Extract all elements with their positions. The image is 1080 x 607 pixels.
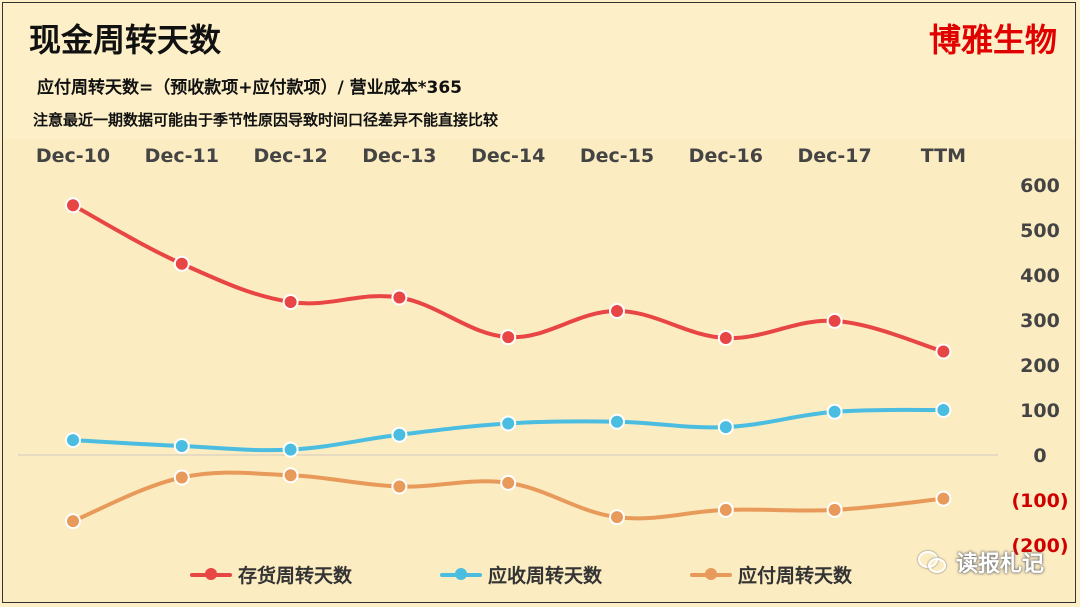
series-point-0	[935, 343, 952, 360]
x-tick-label: Dec-11	[145, 145, 219, 167]
legend-label-receivable: 应收周转天数	[488, 565, 603, 587]
y-tick-label: 300	[1020, 310, 1060, 332]
series-point-2	[65, 513, 81, 530]
series-point-0	[65, 197, 81, 214]
x-tick-label: Dec-13	[362, 145, 436, 167]
series-point-1	[826, 403, 843, 420]
watermark-text: 读报札记	[955, 552, 1044, 577]
plot-area	[3, 139, 1075, 602]
series-point-2	[826, 501, 843, 518]
y-tick-label: 500	[1020, 220, 1060, 242]
x-tick-label: Dec-14	[471, 145, 545, 167]
y-tick-label: 400	[1020, 265, 1060, 287]
series-point-1	[282, 441, 299, 458]
series-point-0	[391, 289, 408, 306]
series-point-2	[609, 509, 625, 526]
formula-text: 应付周转天数=（预收款项+应付款项）/ 营业成本*365	[37, 78, 462, 98]
series-point-0	[282, 294, 299, 310]
series-point-0	[609, 303, 625, 319]
watermark: 读报札记	[917, 546, 1044, 578]
series-point-1	[391, 426, 408, 443]
series-point-2	[500, 474, 517, 491]
y-tick-label: (200)	[1011, 535, 1068, 557]
slide-header: 现金周转天数 博雅生物 应付周转天数=（预收款项+应付款项）/ 营业成本*365…	[3, 3, 1075, 141]
legend-label-payable: 应付周转天数	[738, 565, 853, 587]
wechat-icon	[917, 551, 948, 573]
x-tick-label: Dec-17	[797, 145, 871, 167]
y-tick-label: 0	[1033, 445, 1046, 467]
legend-swatch-inventory	[190, 567, 232, 580]
series-point-1	[500, 415, 517, 432]
series-point-2	[173, 469, 190, 486]
series-point-0	[717, 330, 734, 346]
series-point-0	[173, 255, 190, 272]
series-point-1	[717, 419, 734, 436]
x-tick-label: Dec-16	[689, 145, 763, 167]
series-point-1	[65, 432, 81, 449]
x-tick-label: TTM	[921, 145, 966, 167]
series-point-2	[717, 501, 734, 518]
series-point-0	[500, 329, 517, 346]
series-point-1	[935, 402, 952, 418]
chart-legend: 存货周转天数 应收周转天数 应付周转天数	[0, 561, 1080, 587]
note-text: 注意最近一期数据可能由于季节性原因导致时间口径差异不能直接比较	[33, 111, 499, 129]
series-point-0	[826, 312, 843, 329]
series-point-1	[609, 413, 625, 430]
y-tick-label: (100)	[1011, 490, 1068, 512]
legend-item-receivable: 应收周转天数	[440, 561, 602, 588]
legend-swatch-receivable	[440, 567, 482, 580]
series-point-1	[173, 438, 190, 454]
y-tick-label: 600	[1020, 175, 1060, 197]
company-name: 博雅生物	[928, 21, 1057, 59]
y-tick-label: 200	[1020, 355, 1060, 377]
x-tick-label: Dec-12	[253, 145, 327, 167]
page-title: 现金周转天数	[29, 21, 222, 59]
x-tick-label: Dec-10	[36, 145, 110, 167]
legend-item-payable: 应付周转天数	[690, 561, 852, 588]
series-point-2	[282, 467, 299, 484]
legend-label-inventory: 存货周转天数	[238, 565, 353, 587]
legend-swatch-payable	[690, 567, 732, 580]
legend-item-inventory: 存货周转天数	[190, 561, 352, 588]
x-tick-label: Dec-15	[580, 145, 654, 167]
series-point-2	[935, 490, 952, 507]
series-point-2	[391, 478, 408, 495]
y-tick-label: 100	[1020, 400, 1060, 422]
